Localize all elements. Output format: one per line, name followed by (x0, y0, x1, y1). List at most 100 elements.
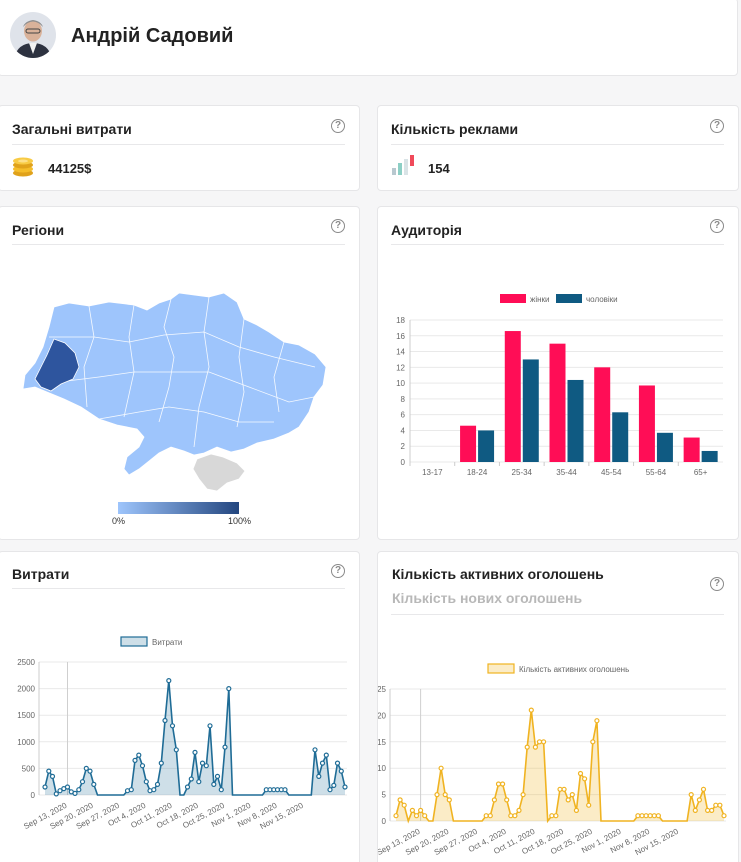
data-point (536, 739, 543, 745)
avatar (10, 12, 56, 58)
help-icon[interactable]: ? (331, 219, 345, 233)
x-tick-label: 45-54 (601, 468, 622, 477)
bar-жінки-25-34 (504, 331, 521, 462)
help-icon[interactable]: ? (331, 119, 345, 133)
data-point (184, 784, 191, 790)
bar-чоловіки-65+ (701, 450, 718, 462)
y-tick-label: 4 (401, 426, 406, 435)
divider (12, 144, 345, 145)
help-icon[interactable]: ? (710, 219, 724, 233)
data-point (705, 807, 711, 813)
card-title: Аудиторія (391, 222, 462, 238)
data-point (173, 747, 179, 753)
y-tick-label: 15 (378, 738, 387, 747)
data-point (222, 744, 228, 750)
data-point (442, 792, 448, 798)
tab-new-ads[interactable]: Кількість нових оголошень (392, 590, 583, 606)
bar-чоловіки-55-64 (656, 432, 673, 462)
help-icon[interactable]: ? (710, 119, 724, 133)
data-point (169, 723, 176, 729)
bar-жінки-45-54 (594, 367, 611, 462)
data-point (417, 807, 424, 813)
data-point (203, 763, 209, 769)
data-point (83, 765, 89, 771)
data-point (594, 718, 600, 724)
legend-swatch (556, 294, 582, 303)
profile-card: Андрій Садовий (0, 0, 738, 76)
data-point (211, 781, 217, 787)
data-point (154, 781, 161, 787)
tab-active-ads[interactable]: Кількість активних оголошень (392, 566, 604, 582)
y-tick-label: 1000 (17, 738, 35, 747)
y-tick-label: 8 (401, 395, 406, 404)
data-point (338, 768, 344, 774)
data-point (635, 813, 641, 819)
help-icon[interactable]: ? (331, 564, 345, 578)
y-tick-label: 5 (382, 791, 387, 800)
data-point (582, 776, 588, 782)
data-point (393, 813, 399, 819)
bar-чоловіки-25-34 (522, 359, 539, 462)
data-point (647, 813, 653, 819)
data-point (151, 787, 157, 793)
data-point (495, 781, 502, 787)
divider (391, 144, 724, 145)
ukraine-regions-map[interactable] (0, 207, 361, 541)
bar-жінки-35-44 (549, 343, 566, 462)
legend-swatch (500, 294, 526, 303)
y-tick-label: 500 (22, 764, 36, 773)
region-highlighted[interactable] (34, 338, 80, 392)
y-tick-label: 10 (396, 379, 405, 388)
data-point (139, 763, 146, 769)
data-point (573, 807, 579, 813)
data-point (158, 760, 164, 766)
data-point (512, 813, 518, 819)
bar-chart-icon (392, 155, 414, 175)
data-point (199, 760, 206, 766)
data-point (312, 747, 318, 753)
data-point (42, 784, 48, 790)
x-tick-label: 55-64 (646, 468, 667, 477)
data-point (528, 707, 534, 713)
data-point (499, 781, 506, 787)
x-tick-label: 35-44 (556, 468, 577, 477)
data-point (91, 781, 97, 787)
area-fill (396, 710, 724, 821)
data-point (413, 813, 420, 819)
data-point (397, 797, 403, 803)
data-point (487, 813, 493, 819)
data-point (553, 813, 559, 819)
data-point (483, 813, 489, 819)
data-point (692, 807, 698, 813)
region-borders (49, 296, 316, 448)
data-point (188, 776, 194, 782)
coins-icon (13, 157, 33, 177)
data-point (586, 802, 592, 808)
y-tick-label: 2000 (17, 685, 35, 694)
x-tick-label: 25-34 (512, 468, 533, 477)
y-tick-label: 6 (401, 411, 406, 420)
spend-timeseries-card: Витрати ? Витрати 0 500 1000 1500 2000 2500 Sep… (0, 551, 360, 862)
help-icon[interactable]: ? (710, 577, 724, 591)
data-point (327, 787, 333, 793)
data-point (226, 686, 232, 692)
y-tick-label: 14 (396, 348, 405, 357)
data-point (434, 792, 440, 798)
card-title: Кількість реклами (391, 121, 519, 137)
crimea-region (192, 453, 246, 492)
data-point (651, 813, 657, 819)
data-point (524, 744, 530, 750)
data-point (401, 802, 407, 808)
y-tick-label: 0 (382, 817, 387, 826)
data-point (504, 797, 510, 803)
avatar-image (10, 12, 56, 58)
data-point (643, 813, 649, 819)
region-map-area[interactable] (22, 292, 327, 476)
data-point (655, 813, 661, 819)
data-point (565, 797, 571, 803)
area-fill (45, 680, 345, 795)
data-point (409, 807, 416, 813)
data-point (491, 797, 498, 803)
map-legend-max: 100% (228, 516, 252, 526)
